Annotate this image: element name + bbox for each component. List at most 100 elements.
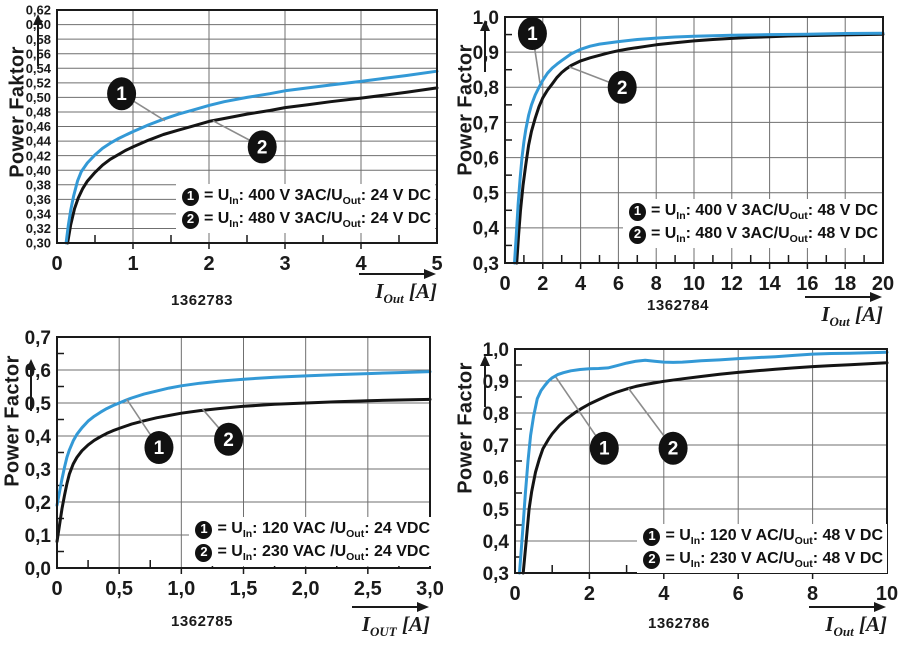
x-tick-label: 4 — [575, 273, 587, 295]
x-tick-label: 2 — [537, 273, 548, 295]
curve-1 — [513, 31, 885, 265]
callout-bubble — [517, 17, 547, 51]
x-tick-label: 8 — [651, 273, 662, 295]
y-axis-title: Power Factor — [454, 362, 477, 494]
callout-bubble — [107, 77, 137, 111]
x-tick-label: 3,0 — [416, 578, 444, 600]
callout-number: 1 — [527, 24, 538, 45]
y-axis-arrow-icon — [480, 355, 490, 407]
callout-number: 2 — [257, 137, 268, 158]
y-tick-label: 0,3 — [25, 460, 51, 481]
x-tick-label: 1,0 — [167, 578, 195, 600]
x-tick-label: 3 — [279, 253, 290, 275]
callout-bubble — [144, 431, 174, 465]
x-tick-label: 0 — [499, 273, 510, 295]
callout-bubble — [658, 431, 688, 465]
legend-row-1: 1 = UIn: 120 VAC /UOut: 24 VDC — [195, 520, 430, 540]
legend-label: = UIn: 230 VAC /UOut: 24 VDC — [217, 542, 430, 563]
legend-row-2: 2 = UIn: 480 V 3AC/UOut: 24 V DC — [181, 210, 431, 230]
plot-border — [56, 9, 438, 244]
y-tick-label: 0,7 — [473, 113, 499, 134]
y-axis-arrow-icon — [33, 14, 43, 66]
tick-labels: 024681012141618201,00,90,80,70,60,50,40,… — [473, 8, 895, 295]
callout-number: 1 — [116, 84, 127, 105]
x-tick-label: 0,5 — [105, 578, 133, 600]
plot-border — [514, 348, 888, 574]
curves — [513, 31, 885, 265]
y-tick-label: 0,62 — [26, 3, 51, 18]
y-tick-label: 0,3 — [483, 564, 509, 585]
y-axis-arrow-icon — [26, 359, 36, 411]
plot-area: 0 0,5 1,0 1,5 2,0 2,5 3,0 0,7 0,6 0,5 0,4 0,3 0,2 0,1… — [25, 328, 444, 612]
y-tick-label: 0,46 — [26, 119, 51, 134]
callout-bubble — [247, 130, 277, 164]
x-axis-arrow-icon — [359, 269, 436, 279]
x-axis-title-block: IOut [A] — [825, 613, 887, 638]
legend: 1 = UIn: 120 VAC /UOut: 24 VDC 2 = UIn: 230… — [189, 516, 434, 566]
y-tick-label: 0,7 — [483, 436, 509, 457]
y-tick-label: 1,0 — [473, 8, 499, 29]
legend-marker-1-icon: 1 — [181, 187, 199, 206]
y-tick-label: 0,5 — [483, 500, 510, 521]
curve-2 — [521, 361, 889, 575]
x-axis-arrow-icon — [352, 602, 429, 612]
legend-row-2: 2 = UIn: 480 V 3AC/UOut: 48 V DC — [628, 224, 878, 245]
x-tick-label: 4 — [658, 583, 670, 605]
tick-labels: 0 0,5 1,0 1,5 2,0 2,5 3,0 0,7 0,6 0,5 0,4 0,3 0,2 0,1… — [25, 328, 444, 600]
x-tick-label: 5 — [431, 253, 442, 275]
callout-bubble — [214, 422, 244, 456]
y-tick-label: 0,8 — [483, 404, 509, 425]
legend-row-1: 1 = UIn: 400 V 3AC/UOut: 48 V DC — [628, 201, 878, 222]
x-tick-label: 10 — [683, 273, 705, 295]
y-tick-label: 0,6 — [473, 148, 499, 169]
x-tick-label: 10 — [876, 583, 898, 605]
x-axis-title-block: IOut [A] — [375, 279, 437, 307]
legend-label: = UIn: 480 V 3AC/UOut: 48 V DC — [650, 224, 878, 245]
y-tick-label: 0,3 — [473, 254, 499, 275]
figure-number: 1362784 — [647, 297, 709, 314]
legend-label: = UIn: 230 V AC/UOut: 48 V DC — [665, 549, 883, 570]
y-tick-label: 1,0 — [483, 340, 509, 361]
x-axis-title: IOut [A] — [375, 279, 437, 307]
figure-number: 1362783 — [171, 292, 233, 309]
tick-labels: 0123450,620,600,580,560,540,520,500,480,… — [26, 3, 443, 275]
y-tick-label: 0,52 — [26, 75, 51, 90]
legend-marker-2-icon: 2 — [628, 225, 646, 244]
y-tick-label: 0,38 — [26, 177, 51, 192]
legend-marker-1-icon: 1 — [195, 520, 213, 539]
callout-number: 2 — [668, 439, 679, 460]
legend-row-2: 2 = UIn: 230 VAC /UOut: 24 VDC — [195, 543, 430, 563]
legend-marker-1-icon: 1 — [643, 527, 661, 546]
chart-cell-1362783: 0123450,620,600,580,560,540,520,500,480,… — [0, 0, 450, 325]
x-tick-label: 8 — [807, 583, 818, 605]
y-axis-title: Power Factor — [454, 44, 477, 176]
y-tick-label: 0,8 — [473, 78, 499, 99]
x-axis-title: IOUT [A] — [361, 612, 430, 640]
legend-row-1: 1 = UIn: 400 V 3AC/UOut: 24 V DC — [181, 187, 431, 207]
curves — [518, 350, 889, 575]
x-tick-label: 0 — [51, 578, 62, 600]
y-tick-label: 0,2 — [25, 493, 51, 514]
y-tick-label: 0,44 — [26, 134, 52, 149]
legend-marker-2-icon: 2 — [195, 543, 213, 562]
legend-row-2: 2 = UIn: 230 V AC/UOut: 48 V DC — [643, 550, 883, 570]
x-tick-label: 1,5 — [230, 578, 258, 600]
x-axis-arrow-icon — [809, 602, 886, 612]
y-tick-label: 0,42 — [26, 148, 51, 163]
callout-bubble — [607, 70, 637, 104]
y-axis-arrow-icon — [480, 20, 490, 72]
x-tick-label: 2,0 — [292, 578, 320, 600]
y-tick-label: 0,1 — [25, 526, 52, 547]
plot-area: 024681012141618201,00,90,80,70,60,50,40,… — [473, 8, 895, 302]
y-axis-title: Power Factor — [1, 355, 24, 487]
y-tick-label: 0,4 — [473, 219, 500, 240]
chart-cell-1362786: 0 2 4 6 8 10 1,0 0,9 0,8 0,7 0,6 0,5 0,4 0,3 1 2 Power … — [450, 325, 900, 650]
x-tick-label: 0 — [51, 253, 62, 275]
curves — [64, 69, 439, 245]
chart-cell-1362784: 024681012141618201,00,90,80,70,60,50,40,… — [450, 0, 900, 328]
legend-label: = UIn: 400 V 3AC/UOut: 48 V DC — [650, 201, 878, 222]
x-tick-label: 6 — [613, 273, 624, 295]
callouts: 12 — [107, 77, 277, 164]
